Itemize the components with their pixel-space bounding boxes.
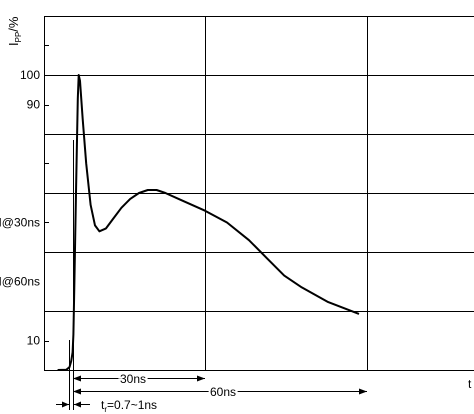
- dim-60ns-label: 60ns: [210, 385, 236, 399]
- dim-60ns-arrow-right: [359, 388, 367, 395]
- y-axis-label: IPP/%: [6, 16, 23, 46]
- y-axis-label-main: I: [6, 42, 21, 46]
- x-axis-label: t: [468, 377, 472, 391]
- svg-text:IPP/%: IPP/%: [6, 16, 23, 46]
- rise-time-label-rest: =0.7~1ns: [107, 398, 157, 412]
- dim-60ns-arrow-left: [73, 388, 81, 395]
- y-ticks: 100 90 I@30ns I@60ns 10: [0, 68, 40, 348]
- dim-30ns-arrow-left: [73, 375, 81, 382]
- series-line: [57, 74, 360, 371]
- y-tick-label: I@60ns: [0, 275, 40, 289]
- y-tick-label: I@30ns: [0, 216, 40, 230]
- y-tick-label: 100: [20, 68, 40, 82]
- dim-30ns-arrow-right: [197, 375, 205, 382]
- rise-arrow-left-head: [62, 401, 69, 408]
- y-tick-label: 10: [27, 334, 41, 348]
- y-axis-label-sub: PP: [14, 32, 23, 43]
- y-tick-label: 90: [27, 98, 41, 112]
- rise-arrow-right-head: [74, 401, 81, 408]
- y-axis-label-suffix: /%: [6, 16, 21, 32]
- dim-30ns-label: 30ns: [120, 372, 146, 386]
- grid: [44, 16, 474, 371]
- rise-time-label-main: t: [101, 398, 105, 412]
- rise-time-label-sub: r: [104, 405, 107, 414]
- rise-time-label: tr=0.7~1ns: [101, 398, 157, 414]
